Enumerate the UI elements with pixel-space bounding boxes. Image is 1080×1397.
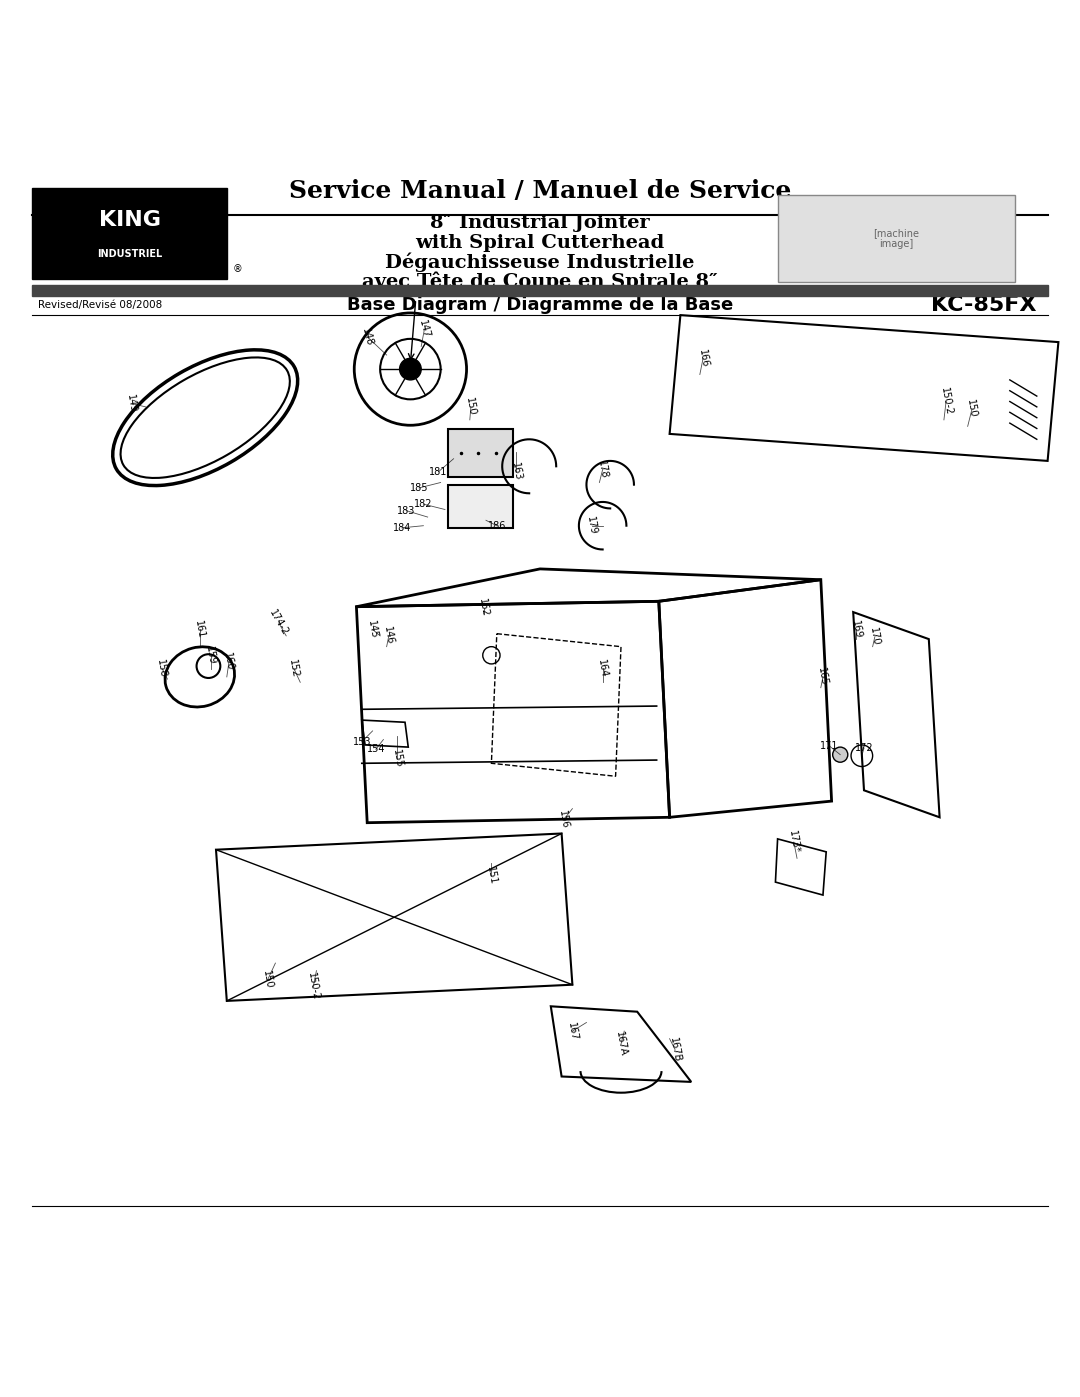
Text: 155: 155 xyxy=(391,749,404,768)
Text: INDUSTRIEL: INDUSTRIEL xyxy=(97,249,162,258)
Text: Revised/Revisé 08/2008: Revised/Revisé 08/2008 xyxy=(38,300,162,310)
Text: 145: 145 xyxy=(366,619,379,640)
FancyBboxPatch shape xyxy=(32,187,227,279)
Text: 172: 172 xyxy=(854,743,874,753)
Text: 186: 186 xyxy=(487,521,507,531)
Text: 150-2: 150-2 xyxy=(939,387,954,416)
Text: 150: 150 xyxy=(966,400,978,419)
Text: 151: 151 xyxy=(485,866,498,886)
Circle shape xyxy=(833,747,848,763)
Text: 153: 153 xyxy=(352,736,372,747)
FancyBboxPatch shape xyxy=(448,485,513,528)
Text: 149: 149 xyxy=(125,394,138,414)
Text: 152: 152 xyxy=(287,658,300,679)
Text: 160: 160 xyxy=(222,652,235,672)
Text: 167A: 167A xyxy=(613,1031,629,1058)
FancyBboxPatch shape xyxy=(778,196,1015,282)
Text: 150-2: 150-2 xyxy=(306,972,321,1002)
Text: with Spiral Cutterhead: with Spiral Cutterhead xyxy=(416,233,664,251)
Text: 146: 146 xyxy=(382,626,395,645)
Text: [machine
image]: [machine image] xyxy=(874,228,919,249)
Circle shape xyxy=(400,358,421,380)
Text: 150: 150 xyxy=(261,970,274,989)
Text: 178: 178 xyxy=(596,460,609,479)
Text: 162: 162 xyxy=(477,598,490,617)
Text: Service Manual / Manuel de Service: Service Manual / Manuel de Service xyxy=(288,179,792,203)
Text: 164: 164 xyxy=(596,658,609,678)
Text: 183: 183 xyxy=(396,506,416,515)
Text: 163: 163 xyxy=(510,462,523,482)
Text: 166: 166 xyxy=(697,348,710,369)
Text: 173*: 173* xyxy=(787,830,800,855)
Text: 147: 147 xyxy=(417,319,432,339)
Text: 182: 182 xyxy=(414,499,433,509)
Text: KING: KING xyxy=(98,210,161,229)
Text: KC-85FX: KC-85FX xyxy=(931,295,1037,316)
Text: 171: 171 xyxy=(820,740,839,752)
Text: 161: 161 xyxy=(193,619,206,640)
Text: ®: ® xyxy=(232,264,242,274)
Text: 170: 170 xyxy=(868,627,881,647)
Text: 174-2: 174-2 xyxy=(267,608,291,637)
Text: Base Diagram / Diagramme de la Base: Base Diagram / Diagramme de la Base xyxy=(347,296,733,314)
Text: 156: 156 xyxy=(557,809,570,830)
Text: 150: 150 xyxy=(464,397,477,416)
Text: 165: 165 xyxy=(816,666,829,687)
FancyBboxPatch shape xyxy=(448,429,513,478)
Text: 167B: 167B xyxy=(667,1037,683,1063)
Text: 8″ Industrial Jointer: 8″ Industrial Jointer xyxy=(430,214,650,232)
Text: 184: 184 xyxy=(392,522,411,532)
FancyBboxPatch shape xyxy=(32,285,1048,296)
Text: 159: 159 xyxy=(204,645,217,665)
Text: 179: 179 xyxy=(585,515,598,535)
Text: 158: 158 xyxy=(156,658,168,678)
Text: 154: 154 xyxy=(366,745,386,754)
Text: 181: 181 xyxy=(429,467,448,476)
Text: 167: 167 xyxy=(566,1021,579,1041)
Text: 185: 185 xyxy=(409,483,429,493)
Text: 169: 169 xyxy=(850,619,863,640)
Text: 148: 148 xyxy=(360,327,375,346)
Text: avec Tête de Coupe en Spirale 8″: avec Tête de Coupe en Spirale 8″ xyxy=(362,272,718,292)
Text: Dégauchisseuse Industrielle: Dégauchisseuse Industrielle xyxy=(386,253,694,272)
